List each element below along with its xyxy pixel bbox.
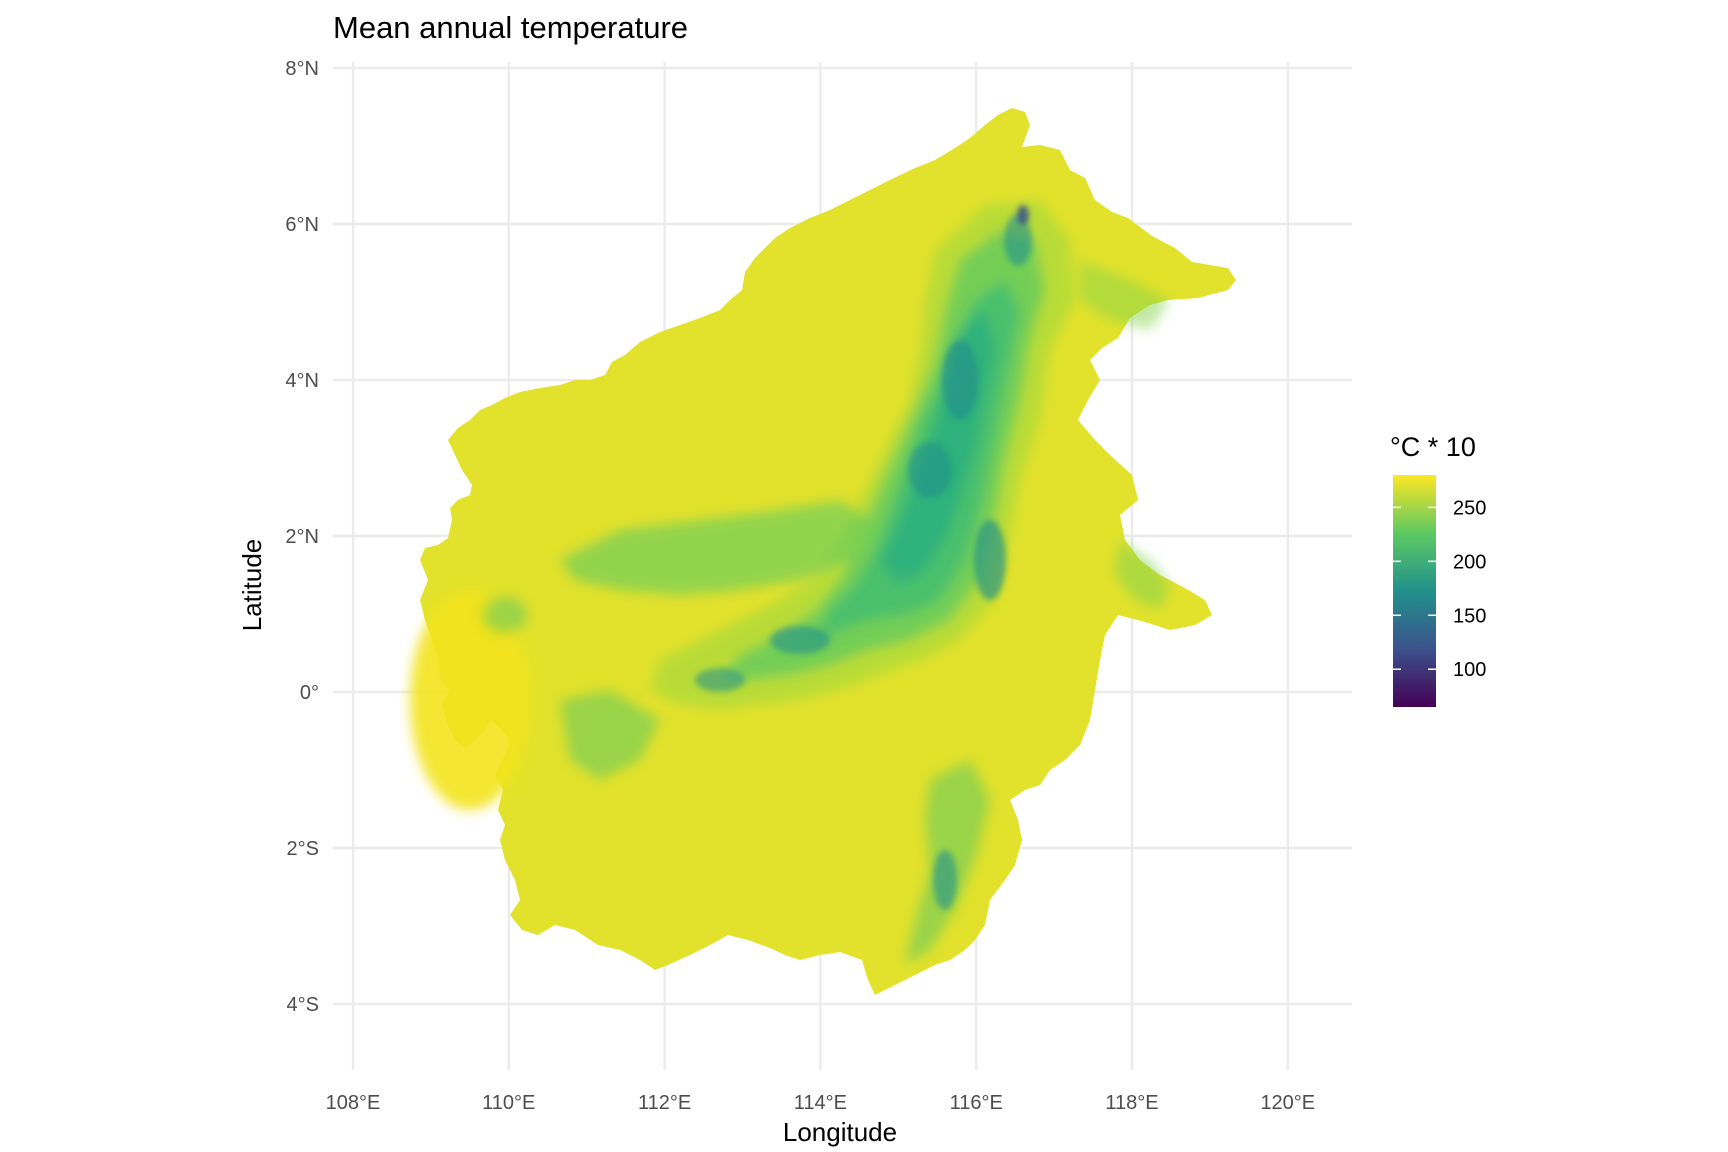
legend-title: °C * 10 (1390, 432, 1476, 462)
legend-tick-label: 100 (1453, 659, 1486, 681)
x-axis-title: Longitude (783, 1117, 897, 1147)
legend-colorbar (1393, 475, 1436, 707)
y-tick-label: 6°N (285, 214, 319, 236)
borneo-landmass (410, 108, 1236, 995)
lowland-warm-zone (410, 590, 530, 810)
y-tick-label: 4°S (287, 994, 319, 1016)
x-tick-label: 112°E (638, 1092, 691, 1114)
x-tick-label: 118°E (1105, 1092, 1158, 1114)
y-tick-label: 0° (300, 682, 319, 704)
y-tick-labels: 8°N 6°N 4°N 2°N 0° 2°S 4°S (285, 58, 319, 1016)
x-tick-label: 108°E (326, 1092, 381, 1114)
y-tick-label: 8°N (285, 58, 319, 80)
legend-tick-labels: 250 200 150 100 (1393, 497, 1486, 681)
x-tick-label: 114°E (794, 1092, 847, 1114)
x-tick-label: 110°E (482, 1092, 535, 1114)
x-tick-labels: 108°E 110°E 112°E 114°E 116°E 118°E 120°E (326, 1092, 1316, 1114)
legend-tick-label: 200 (1453, 551, 1486, 573)
legend: °C * 10 250 200 150 100 (1390, 432, 1486, 707)
y-axis-title: Latitude (237, 539, 267, 632)
chart-title: Mean annual temperature (333, 10, 688, 45)
high-peaks (695, 205, 1032, 910)
y-tick-label: 4°N (285, 370, 319, 392)
legend-tick-label: 250 (1453, 497, 1486, 519)
y-tick-label: 2°S (287, 838, 319, 860)
x-tick-label: 116°E (950, 1092, 1003, 1114)
x-tick-label: 120°E (1260, 1092, 1315, 1114)
legend-tick-label: 150 (1453, 605, 1486, 627)
y-tick-label: 2°N (285, 526, 319, 548)
